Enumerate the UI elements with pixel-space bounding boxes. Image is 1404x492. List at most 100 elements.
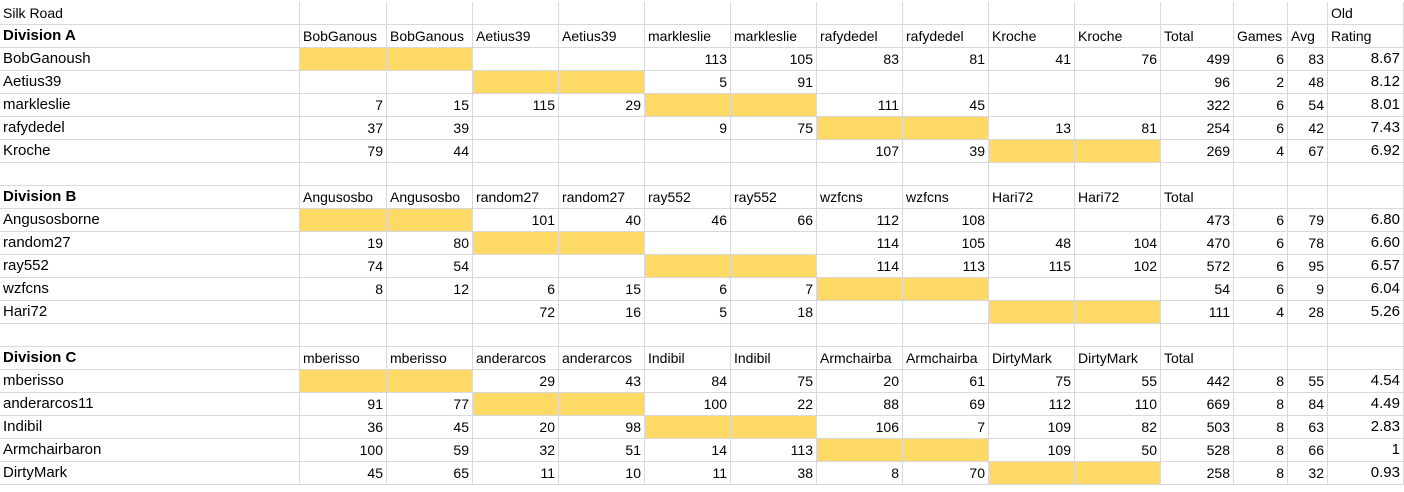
column-header xyxy=(1288,347,1328,370)
division-label: Division C xyxy=(0,347,300,370)
column-header: mberisso xyxy=(300,347,387,370)
empty-cell xyxy=(645,163,731,186)
old-label: Old xyxy=(1328,2,1404,25)
player-name: Aetius39 xyxy=(0,71,300,94)
score-cell xyxy=(1075,278,1161,301)
score-cell: 81 xyxy=(1075,117,1161,140)
score-cell: 322 xyxy=(1161,94,1234,117)
score-cell: 91 xyxy=(731,71,817,94)
empty-cell xyxy=(473,2,559,25)
column-header: Total xyxy=(1161,25,1234,48)
score-cell: 9 xyxy=(645,117,731,140)
score-cell: 83 xyxy=(1288,48,1328,71)
score-cell xyxy=(817,301,903,324)
player-name: BobGanoush xyxy=(0,48,300,71)
score-cell xyxy=(473,117,559,140)
score-cell: 6 xyxy=(1234,209,1288,232)
score-cell xyxy=(989,140,1075,163)
score-cell: 6.80 xyxy=(1328,209,1404,232)
score-cell: 63 xyxy=(1288,416,1328,439)
empty-cell xyxy=(817,2,903,25)
score-cell xyxy=(559,117,645,140)
score-cell: 2 xyxy=(1234,71,1288,94)
score-cell: 6 xyxy=(645,278,731,301)
column-header: Indibil xyxy=(731,347,817,370)
score-cell: 95 xyxy=(1288,255,1328,278)
score-cell xyxy=(1075,94,1161,117)
column-header: Total xyxy=(1161,347,1234,370)
column-header: wzfcns xyxy=(817,186,903,209)
score-cell: 45 xyxy=(387,416,473,439)
score-cell: 503 xyxy=(1161,416,1234,439)
score-cell: 40 xyxy=(559,209,645,232)
empty-cell xyxy=(903,163,989,186)
score-cell xyxy=(731,140,817,163)
score-cell: 11 xyxy=(473,462,559,485)
score-cell xyxy=(300,370,387,393)
score-cell: 6.92 xyxy=(1328,140,1404,163)
column-header: rafydedel xyxy=(903,25,989,48)
score-cell: 54 xyxy=(1161,278,1234,301)
player-name: ray552 xyxy=(0,255,300,278)
score-cell: 6.57 xyxy=(1328,255,1404,278)
score-cell: 65 xyxy=(387,462,473,485)
score-cell: 7 xyxy=(903,416,989,439)
empty-cell xyxy=(903,324,989,347)
score-cell: 8.01 xyxy=(1328,94,1404,117)
column-header xyxy=(1288,186,1328,209)
score-cell: 66 xyxy=(731,209,817,232)
score-cell: 76 xyxy=(1075,48,1161,71)
score-cell: 32 xyxy=(1288,462,1328,485)
empty-cell xyxy=(1161,163,1234,186)
column-header: Aetius39 xyxy=(473,25,559,48)
player-name: DirtyMark xyxy=(0,462,300,485)
player-name: markleslie xyxy=(0,94,300,117)
score-cell: 110 xyxy=(1075,393,1161,416)
score-cell xyxy=(559,71,645,94)
score-cell xyxy=(387,48,473,71)
score-cell: 75 xyxy=(731,117,817,140)
score-cell: 109 xyxy=(989,439,1075,462)
score-cell xyxy=(559,48,645,71)
empty-cell xyxy=(1075,163,1161,186)
column-header: random27 xyxy=(473,186,559,209)
score-cell: 107 xyxy=(817,140,903,163)
empty-cell xyxy=(731,163,817,186)
score-cell xyxy=(1075,301,1161,324)
column-header: Aetius39 xyxy=(559,25,645,48)
empty-cell xyxy=(559,2,645,25)
score-cell xyxy=(1075,140,1161,163)
score-cell: 79 xyxy=(300,140,387,163)
column-header: wzfcns xyxy=(903,186,989,209)
column-header: DirtyMark xyxy=(989,347,1075,370)
column-header: Games xyxy=(1234,25,1288,48)
column-header: BobGanous xyxy=(300,25,387,48)
score-cell: 6 xyxy=(1234,232,1288,255)
column-header: Armchairba xyxy=(903,347,989,370)
score-cell xyxy=(989,209,1075,232)
score-cell: 54 xyxy=(1288,94,1328,117)
player-name: wzfcns xyxy=(0,278,300,301)
score-cell xyxy=(731,416,817,439)
score-cell: 84 xyxy=(1288,393,1328,416)
score-cell xyxy=(645,140,731,163)
score-cell: 20 xyxy=(817,370,903,393)
score-cell: 74 xyxy=(300,255,387,278)
score-cell xyxy=(1075,209,1161,232)
score-cell: 80 xyxy=(387,232,473,255)
empty-cell xyxy=(1234,163,1288,186)
empty-cell xyxy=(473,163,559,186)
column-header: anderarcos xyxy=(559,347,645,370)
score-cell xyxy=(387,71,473,94)
score-cell xyxy=(473,48,559,71)
score-cell: 70 xyxy=(903,462,989,485)
empty-cell xyxy=(300,324,387,347)
empty-cell xyxy=(1328,163,1404,186)
score-cell: 7.43 xyxy=(1328,117,1404,140)
score-cell: 112 xyxy=(989,393,1075,416)
score-cell: 470 xyxy=(1161,232,1234,255)
score-cell: 8.67 xyxy=(1328,48,1404,71)
empty-cell xyxy=(1075,324,1161,347)
column-header: anderarcos xyxy=(473,347,559,370)
column-header: Avg xyxy=(1288,25,1328,48)
